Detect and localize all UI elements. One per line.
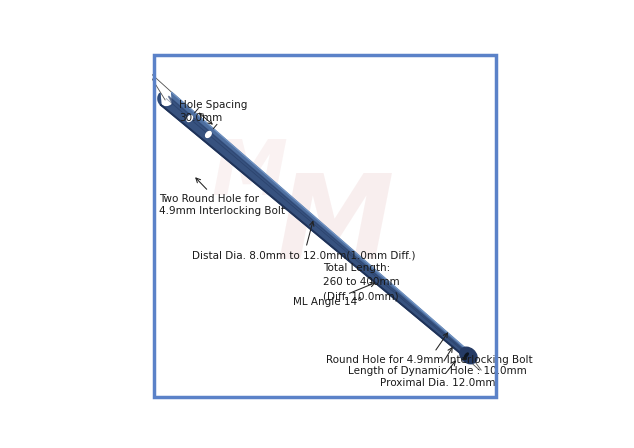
Text: ML Angle 14°: ML Angle 14° — [293, 283, 375, 307]
Text: Distal Dia. 8.0mm to 12.0mm(1.0mm Diff.): Distal Dia. 8.0mm to 12.0mm(1.0mm Diff.) — [192, 221, 416, 261]
Text: M: M — [211, 138, 287, 211]
Polygon shape — [158, 92, 470, 357]
Ellipse shape — [465, 353, 469, 357]
Text: Round Hole for 4.9mm Interlocking Bolt: Round Hole for 4.9mm Interlocking Bolt — [326, 333, 532, 365]
Ellipse shape — [464, 357, 466, 360]
Text: Proximal Dia. 12.0mm: Proximal Dia. 12.0mm — [380, 361, 496, 388]
Ellipse shape — [205, 131, 211, 138]
Text: Total Length:
260 to 400mm
(Diff. 10.0mm): Total Length: 260 to 400mm (Diff. 10.0mm… — [323, 263, 400, 302]
Text: M: M — [276, 169, 394, 284]
Ellipse shape — [187, 116, 193, 121]
Ellipse shape — [460, 347, 477, 364]
Text: Two Round Hole for
4.9mm Interlocking Bolt: Two Round Hole for 4.9mm Interlocking Bo… — [158, 178, 285, 215]
Text: Hole Spacing
30.0mm: Hole Spacing 30.0mm — [179, 99, 248, 123]
Text: Length of Dynamic Hole : 10.0mm: Length of Dynamic Hole : 10.0mm — [348, 348, 527, 376]
Polygon shape — [158, 93, 469, 357]
